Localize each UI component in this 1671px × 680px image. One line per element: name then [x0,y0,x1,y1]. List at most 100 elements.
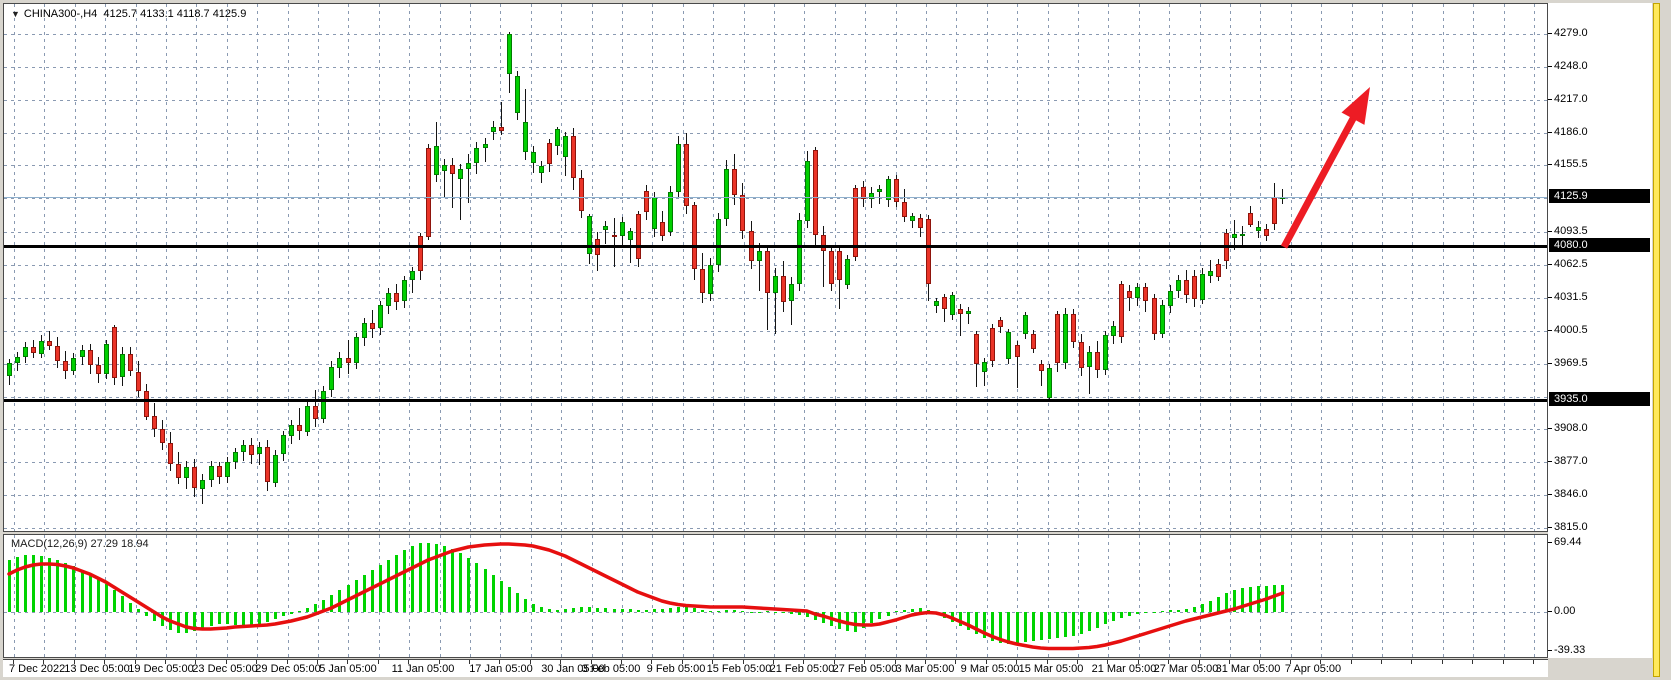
price-axis-tick [1548,99,1552,100]
time-axis[interactable]: 7 Dec 2022 13 Dec 05:00 19 Dec 05:00 23 Dec… [3,659,1548,677]
price-axis-tick [1548,297,1552,298]
macd-indicator-pane[interactable]: MACD(12,26,9) 27.29 18.94 [3,534,1548,658]
grid-line-v [1382,4,1383,531]
time-axis-tick [864,660,865,664]
candle-wick [759,243,760,291]
support-line[interactable] [4,399,1547,402]
grid-line-v [1108,535,1109,657]
level-price-badge: 3935.0 [1549,392,1650,406]
candle-body-bull [225,462,230,477]
candle-wick [444,159,445,197]
grid-line-v [774,4,775,531]
price-axis[interactable]: 4279.0 4248.0 4217.0 4186.0 4155.5 4093.5 4062… [1548,3,1652,658]
macd-histogram-bar [1024,612,1027,642]
grid-line-v [196,535,197,657]
grid-line-v [1260,535,1261,657]
candle-body-bull [305,406,310,432]
grid-line-v [470,535,471,657]
grid-line-v [1534,535,1535,657]
candle-body-bear [1264,229,1269,236]
macd-histogram-bar [621,609,624,612]
candle-body-bull [23,347,28,357]
resistance-line[interactable] [4,245,1547,248]
grid-line-v [1412,535,1413,657]
grid-line-v [531,4,532,531]
candle-body-bull [886,179,891,200]
macd-histogram-bar [959,612,962,626]
macd-histogram-bar [89,574,92,612]
candle-wick [202,474,203,504]
time-axis-tick [317,660,318,664]
window-edge-strip [1653,3,1660,677]
grid-line-v [1048,4,1049,531]
macd-histogram-bar [1080,612,1083,634]
candle-body-bear [192,467,197,488]
grid-line-v [896,4,897,531]
macd-signal-line [7,542,1285,651]
time-axis-tick [1290,660,1291,664]
macd-histogram-bar [1249,587,1252,612]
candle-body-bear [853,188,858,257]
candle-body-bull [587,216,592,254]
grid-line-v [622,4,623,531]
macd-histogram-bar [1040,612,1043,640]
price-axis-tick [1548,330,1552,331]
macd-histogram-bar [750,612,753,613]
grid-line-h [4,67,1547,68]
candle-wick [984,358,985,386]
time-axis-tick [1107,660,1108,664]
time-axis-tick [1016,660,1017,664]
chevron-down-icon[interactable]: ▼ [11,9,20,19]
candle-body-bull [716,219,721,265]
candle-body-bull [1087,352,1092,367]
candle-body-bull [628,231,633,240]
grid-line-v [896,535,897,657]
grid-line-v [166,535,167,657]
macd-histogram-bar [725,610,728,612]
grid-line-v [105,4,106,531]
grid-line-v [318,4,319,531]
price-chart-pane[interactable]: ▼ CHINA300-,H4 4125.7 4133.1 4118.7 4125.… [3,3,1548,532]
candle-body-bear [313,406,318,419]
grid-line-v [1291,4,1292,531]
macd-histogram-bar [81,570,84,612]
macd-histogram-bar [97,579,100,612]
time-axis-tick [287,660,288,664]
time-axis-label: 29 Dec 05:00 [255,663,321,675]
time-axis-tick [43,660,44,664]
candle-body-bear [1079,342,1084,368]
candle-body-bear [765,251,770,293]
macd-histogram-bar [129,603,132,612]
candle-body-bear [297,425,302,431]
macd-histogram-bar [201,612,204,629]
time-axis-label: 9 Feb 05:00 [646,663,706,675]
candle-wick [460,164,461,220]
grid-line-v [379,4,380,531]
grid-line-v [348,4,349,531]
price-axis-label: 4031.5 [1554,291,1588,303]
time-axis-tick [408,660,409,664]
price-axis-label: 3877.0 [1554,455,1588,467]
grid-line-v [561,535,562,657]
time-axis-tick [560,660,561,664]
macd-axis-tick [1548,611,1552,612]
candle-body-bull [15,357,20,363]
candle-body-bear [990,328,995,361]
price-axis-label: 4186.0 [1554,126,1588,138]
time-axis-tick [1320,660,1321,664]
time-axis-label: 7 Dec 2022 [9,663,66,675]
candle-body-bull [845,259,850,285]
macd-histogram-bar [741,611,744,612]
candle-body-bull [491,127,496,132]
time-axis-label: 11 Jan 05:00 [391,663,455,675]
macd-histogram-bar [588,607,591,612]
price-axis-tick [1548,231,1552,232]
grid-line-v [44,535,45,657]
macd-histogram-bar [290,612,293,614]
macd-histogram-bar [177,612,180,633]
grid-line-v [288,4,289,531]
grid-line-v [1504,535,1505,657]
grid-line-v [652,4,653,531]
macd-histogram-bar [443,546,446,612]
grid-line-v [865,4,866,531]
